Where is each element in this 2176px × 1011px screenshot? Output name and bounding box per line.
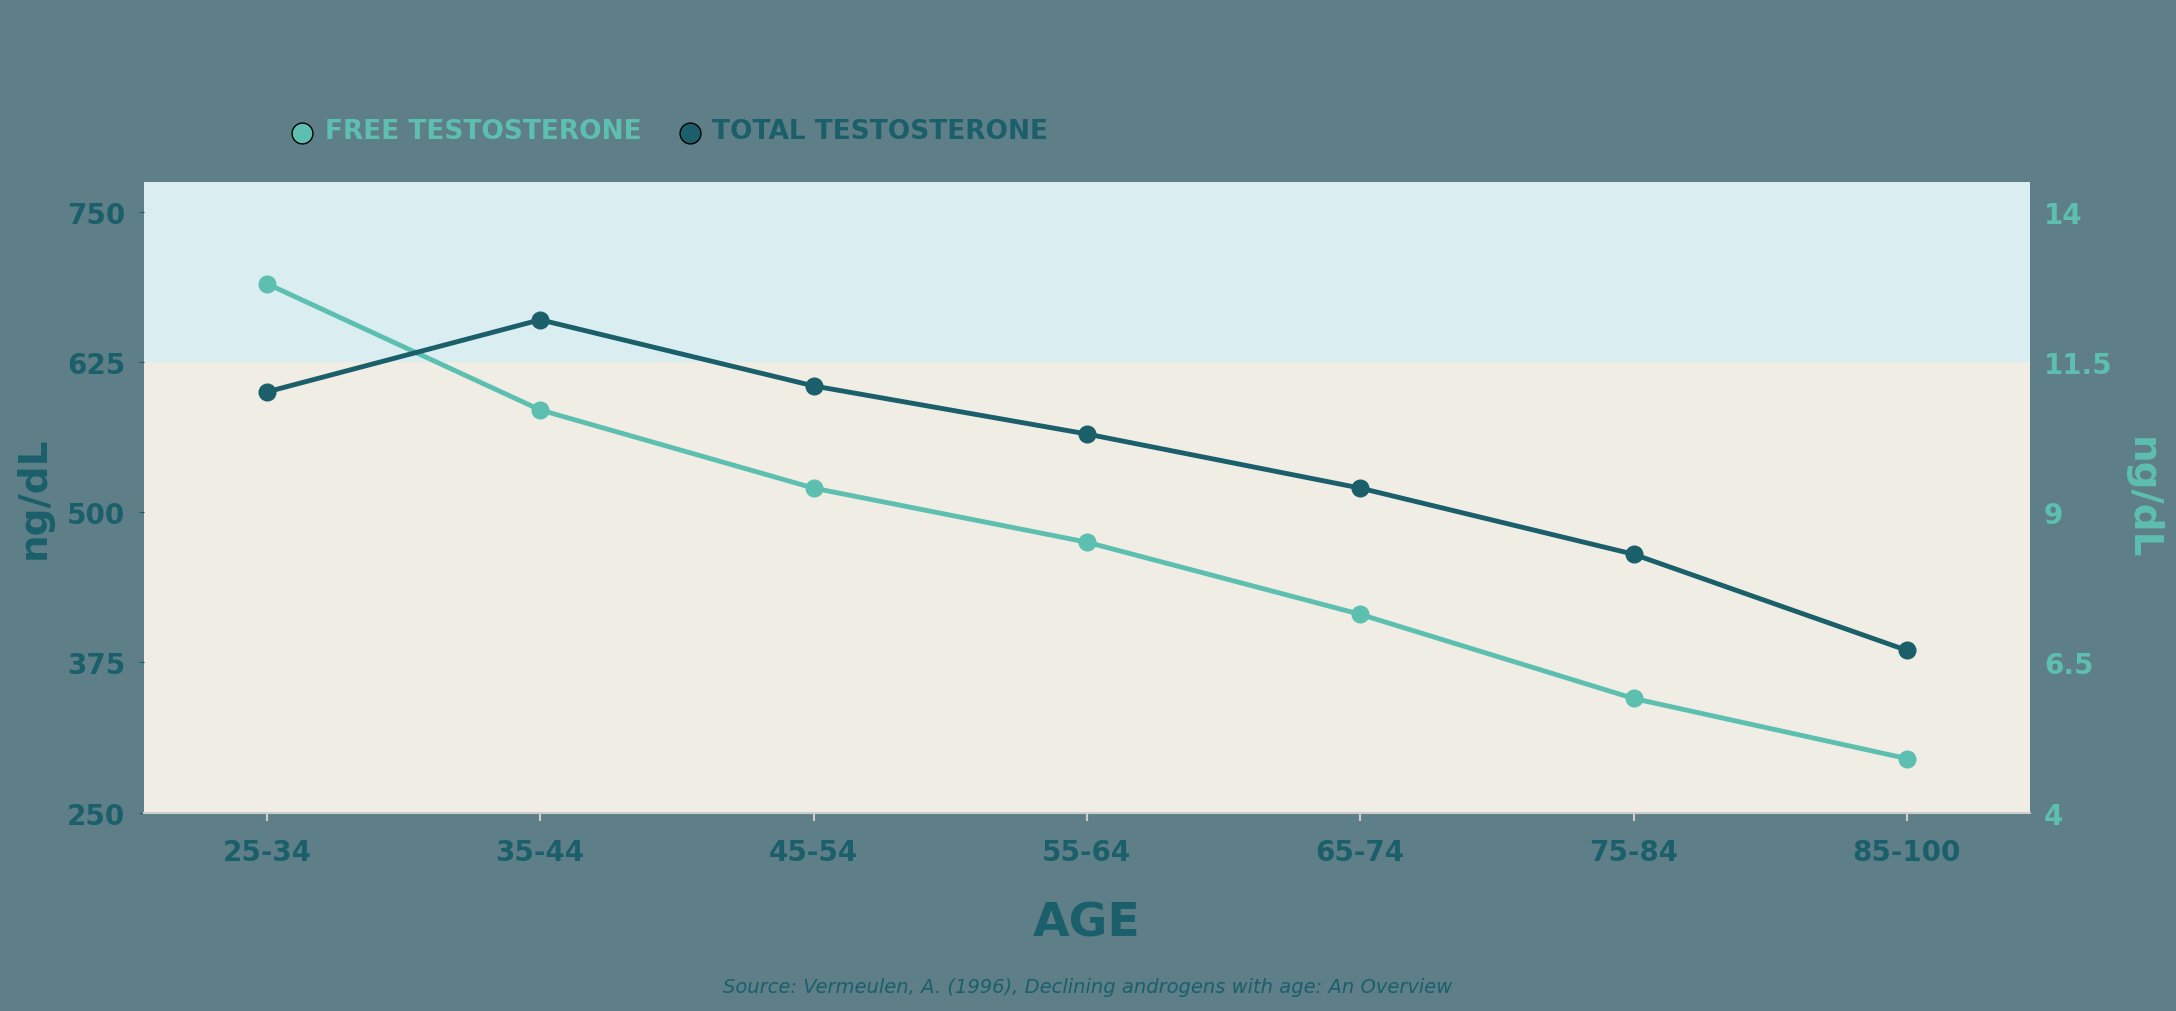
Y-axis label: ng/dL: ng/dL [2124,437,2161,559]
X-axis label: AGE: AGE [1034,901,1140,945]
Y-axis label: ng/dL: ng/dL [15,437,52,559]
Legend: FREE TESTOSTERONE, TOTAL TESTOSTERONE: FREE TESTOSTERONE, TOTAL TESTOSTERONE [283,113,1053,151]
Text: Source: Vermeulen, A. (1996), Declining androgens with age: An Overview: Source: Vermeulen, A. (1996), Declining … [722,977,1454,996]
Bar [144,363,2030,813]
